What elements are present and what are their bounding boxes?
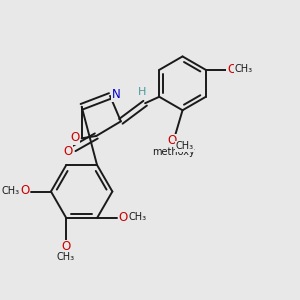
Text: O: O [167, 134, 176, 147]
Text: N: N [112, 88, 121, 101]
Text: O: O [70, 131, 80, 144]
Text: O: O [20, 184, 29, 197]
Text: CH₃: CH₃ [2, 186, 20, 196]
Text: CH₃: CH₃ [235, 64, 253, 74]
Text: CH₃: CH₃ [57, 252, 75, 262]
Text: H: H [138, 87, 146, 97]
Text: O: O [227, 62, 236, 76]
Text: CH₃: CH₃ [176, 141, 194, 151]
Text: O: O [63, 145, 72, 158]
Text: O: O [61, 240, 70, 253]
Text: O: O [119, 211, 128, 224]
Text: CH₃: CH₃ [128, 212, 146, 222]
Text: methoxy: methoxy [152, 147, 195, 157]
